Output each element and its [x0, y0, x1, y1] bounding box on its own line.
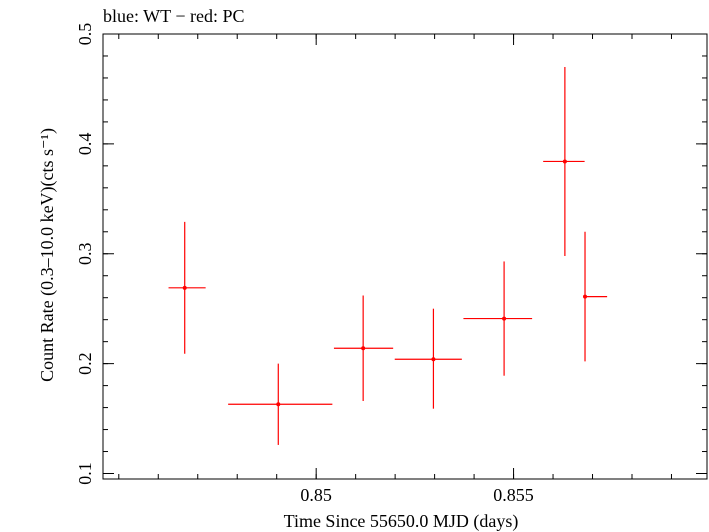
y-tick-label: 0.1: [75, 462, 95, 485]
x-axis-label: Time Since 55650.0 MJD (days): [284, 511, 519, 532]
data-marker: [276, 402, 281, 407]
data-point: [333, 295, 394, 401]
data-point: [583, 231, 608, 362]
data-marker: [182, 285, 187, 290]
y-tick-label: 0.4: [75, 133, 95, 156]
data-points: [168, 66, 608, 445]
y-tick-label: 0.3: [75, 243, 95, 266]
data-marker: [361, 346, 366, 351]
data-point: [543, 66, 585, 256]
y-axis-label: Count Rate (0.3–10.0 keV)(cts s⁻¹): [37, 128, 58, 382]
x-tick-label: 0.855: [493, 485, 534, 505]
data-marker: [502, 316, 507, 321]
data-point: [394, 308, 462, 409]
data-marker: [562, 159, 567, 164]
chart-title: blue: WT − red: PC: [103, 6, 244, 26]
data-point: [168, 221, 206, 354]
data-point: [228, 363, 333, 445]
data-marker: [583, 294, 588, 299]
y-axis: 0.1 0.2 0.3 0.4 0.5: [75, 23, 707, 485]
y-tick-label: 0.2: [75, 352, 95, 375]
x-axis: 0.85 0.855: [118, 34, 672, 505]
y-tick-label: 0.5: [75, 23, 95, 46]
data-point: [463, 261, 533, 376]
plot-border: [102, 33, 708, 480]
x-tick-label: 0.85: [300, 485, 332, 505]
plot-frame: [102, 33, 708, 480]
data-marker: [431, 357, 436, 362]
